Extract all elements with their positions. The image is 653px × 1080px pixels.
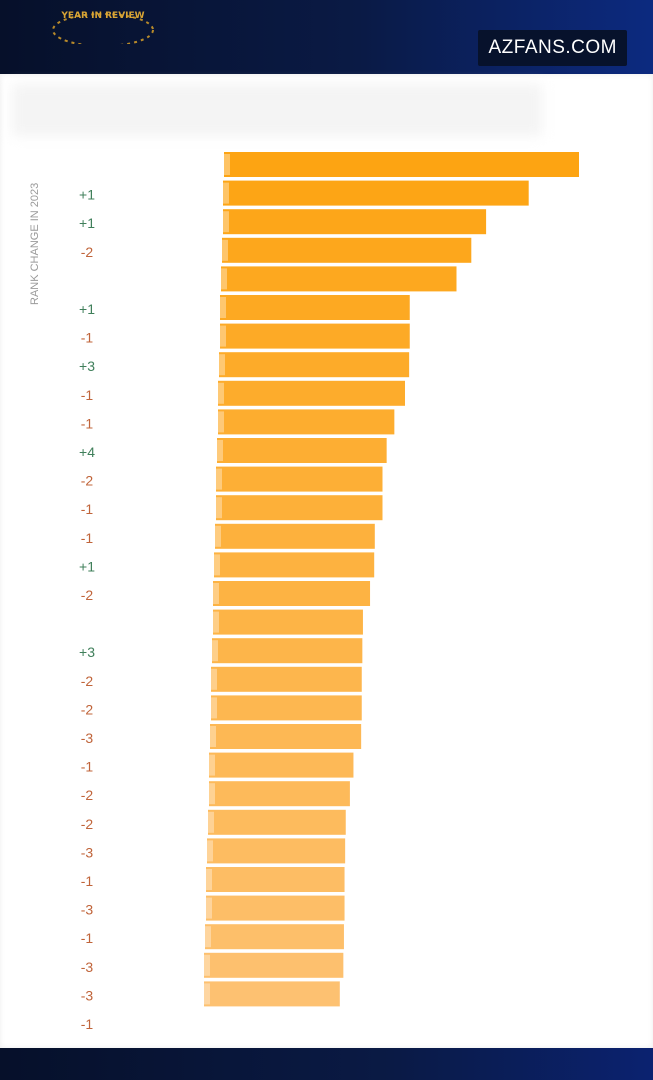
rank-change-label: -1 [81,1016,94,1032]
rank-change-label: -1 [81,873,94,889]
blurred-bar-label [151,697,217,719]
bar [211,666,362,692]
rank-change-label: -2 [81,701,94,717]
rank-change-label: -1 [81,930,94,946]
blurred-bar-label [147,840,213,862]
rank-change-label: -1 [81,330,94,346]
blurred-bar-label [163,182,229,204]
blurred-bar-label [160,325,226,347]
rank-change-label: -2 [81,816,94,832]
blurred-bar-label [146,897,212,919]
blurred-bar-label [163,211,229,233]
rank-change-label: -1 [81,530,94,546]
bar-chart: +1 +1 -2 +1 -1 +3 -1 -1 +4 -2 -1 -1 +1 -2 +3 -2 -2 -3 -1 -2… [79,152,579,1032]
bar [204,952,344,978]
bar [205,924,344,950]
blurred-bar-label [149,783,215,805]
blurred-bar-label [162,239,228,261]
blurred-bar-label [151,668,217,690]
blurred-bar-label [160,297,226,318]
rank-change-label: -3 [81,730,94,746]
blurred-bar-label [158,411,224,433]
blurred-bar-label [144,983,210,1005]
blurred-bar-label [161,268,227,290]
rank-change-label: -3 [81,844,94,860]
blurred-bar-label [153,611,219,633]
site-badge[interactable]: AZFANS.COM [478,30,627,66]
blurred-bar-label [152,640,218,662]
bar [214,552,375,578]
bar [206,867,345,892]
rank-change-label: +4 [79,444,95,460]
bar [216,495,383,521]
bar [216,466,383,492]
bar [218,409,395,435]
rank-change-label: -2 [81,244,94,260]
blurred-bar-label [149,754,215,776]
svg-text:YEAR IN REVIEW: YEAR IN REVIEW [60,11,144,21]
bar [222,237,472,263]
rank-change-label: -1 [81,387,94,403]
blurred-bar-label [145,926,211,948]
rank-change-label: -3 [81,987,94,1003]
bar [217,438,387,463]
bar [208,809,346,835]
blurred-bar-label [159,354,225,376]
bottom-banner [0,1048,653,1080]
rank-change-label: +3 [79,358,95,374]
blurred-bar-label [148,811,214,833]
bar [209,752,354,778]
bar [213,609,363,635]
blurred-bar-label [144,954,210,976]
rank-change-label: -2 [81,473,94,489]
blurred-bar-label [156,497,222,519]
rank-change-label: -1 [81,759,94,775]
bar [219,352,410,378]
rank-change-label: -2 [81,787,94,803]
blurred-bar-label [154,554,220,576]
rank-change-label: -1 [81,501,94,517]
blurred-header-area [12,84,542,136]
bars-group [144,152,579,1007]
rank-change-label: +1 [79,558,95,574]
rank-change-label: -3 [81,959,94,975]
bar [224,152,579,177]
rank-change-label: +1 [79,301,95,317]
bar [204,981,340,1007]
rank-change-label: +1 [79,215,95,231]
bar [223,180,529,206]
blurred-bar-label [156,468,222,490]
blurred-bar-label [157,440,223,461]
bar [220,323,410,349]
bar [220,295,410,320]
blurred-bar-label [146,869,212,890]
rank-change-label: +3 [79,644,95,660]
bar [213,581,371,606]
bar [212,638,363,664]
blurred-bar-label [164,154,230,175]
rank-change-labels: +1 +1 -2 +1 -1 +3 -1 -1 +4 -2 -1 -1 +1 -2 +3 -2 -2 -3 -1 -2… [79,187,95,1032]
bar [209,781,350,807]
rank-change-label: -3 [81,902,94,918]
blurred-bar-label [158,382,224,404]
blurred-bar-label [153,583,219,604]
year-in-review-logo: YEAR IN REVIEW [52,11,154,44]
rank-change-label: -2 [81,673,94,689]
rank-change-label: +1 [79,187,95,203]
bar [210,724,362,749]
blurred-bar-label [155,525,221,547]
bar [218,380,405,406]
bar [206,895,345,921]
bar [223,209,487,235]
rank-change-label: -2 [81,587,94,603]
bar [215,523,375,549]
bar [211,695,362,721]
rank-change-label: -1 [81,415,94,431]
bar [207,838,346,864]
blurred-bar-label [150,726,216,747]
bar [221,266,457,292]
